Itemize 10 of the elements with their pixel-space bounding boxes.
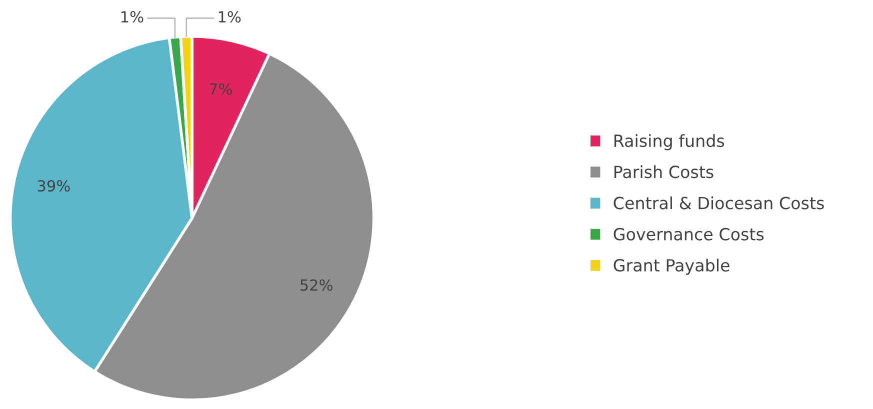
data-label: 1% bbox=[121, 11, 144, 23]
data-label: 7% bbox=[210, 83, 232, 95]
data-label: 39% bbox=[38, 180, 70, 192]
legend-label: Parish Costs bbox=[614, 165, 714, 178]
legend-label: Raising funds bbox=[614, 134, 724, 150]
data-label: 52% bbox=[300, 279, 332, 291]
legend-label: Governance Costs bbox=[614, 228, 764, 240]
data-label: 1% bbox=[218, 11, 241, 23]
legend-label: Central & Diocesan Costs bbox=[614, 196, 824, 210]
legend-label: Grant Payable bbox=[614, 258, 730, 275]
